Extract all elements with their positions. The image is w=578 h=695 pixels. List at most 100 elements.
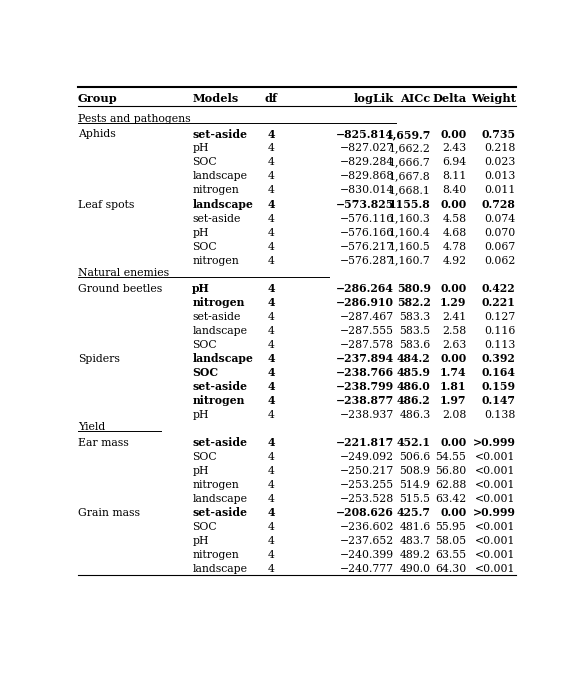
Text: 0.013: 0.013 — [484, 172, 516, 181]
Text: 4: 4 — [268, 158, 275, 167]
Text: SOC: SOC — [192, 340, 217, 350]
Text: nitrogen: nitrogen — [192, 550, 239, 560]
Text: 0.728: 0.728 — [482, 199, 516, 210]
Text: 1,668.1: 1,668.1 — [389, 186, 431, 195]
Text: 582.2: 582.2 — [397, 297, 431, 308]
Text: 1,160.5: 1,160.5 — [389, 242, 431, 252]
Text: <0.001: <0.001 — [475, 480, 516, 490]
Text: 490.0: 490.0 — [399, 564, 431, 574]
Text: 0.062: 0.062 — [484, 256, 516, 265]
Text: −829.868: −829.868 — [339, 172, 394, 181]
Text: 0.116: 0.116 — [484, 326, 516, 336]
Text: Pests and pathogens: Pests and pathogens — [77, 114, 190, 124]
Text: <0.001: <0.001 — [475, 550, 516, 560]
Text: −829.284: −829.284 — [340, 158, 394, 167]
Text: 4: 4 — [268, 340, 275, 350]
Text: −576.166: −576.166 — [340, 227, 394, 238]
Text: 4: 4 — [267, 353, 275, 364]
Text: Grain mass: Grain mass — [77, 508, 140, 518]
Text: 515.5: 515.5 — [399, 494, 431, 504]
Text: set-aside: set-aside — [192, 213, 240, 224]
Text: −830.014: −830.014 — [339, 186, 394, 195]
Text: <0.001: <0.001 — [475, 494, 516, 504]
Text: 0.067: 0.067 — [484, 242, 516, 252]
Text: >0.999: >0.999 — [473, 437, 516, 448]
Text: −253.255: −253.255 — [340, 480, 394, 490]
Text: 64.30: 64.30 — [435, 564, 466, 574]
Text: 1.74: 1.74 — [440, 367, 466, 378]
Text: 484.2: 484.2 — [397, 353, 431, 364]
Text: 485.9: 485.9 — [397, 367, 431, 378]
Text: 4: 4 — [268, 227, 275, 238]
Text: 583.5: 583.5 — [399, 326, 431, 336]
Text: 56.80: 56.80 — [435, 466, 466, 476]
Text: 452.1: 452.1 — [397, 437, 431, 448]
Text: <0.001: <0.001 — [475, 466, 516, 476]
Text: 0.147: 0.147 — [481, 395, 516, 407]
Text: set-aside: set-aside — [192, 129, 247, 140]
Text: 4: 4 — [267, 129, 275, 140]
Text: 0.164: 0.164 — [482, 367, 516, 378]
Text: 4: 4 — [268, 494, 275, 504]
Text: 4: 4 — [267, 437, 275, 448]
Text: 0.00: 0.00 — [440, 507, 466, 518]
Text: 4: 4 — [268, 410, 275, 420]
Text: 0.392: 0.392 — [482, 353, 516, 364]
Text: 0.070: 0.070 — [484, 227, 516, 238]
Text: SOC: SOC — [192, 452, 217, 462]
Text: SOC: SOC — [192, 158, 217, 167]
Text: 514.9: 514.9 — [399, 480, 431, 490]
Text: 4: 4 — [268, 480, 275, 490]
Text: 4: 4 — [268, 550, 275, 560]
Text: set-aside: set-aside — [192, 382, 247, 392]
Text: Ground beetles: Ground beetles — [77, 284, 162, 293]
Text: 0.011: 0.011 — [484, 186, 516, 195]
Text: 4.68: 4.68 — [442, 227, 466, 238]
Text: 4: 4 — [268, 213, 275, 224]
Text: >0.999: >0.999 — [473, 507, 516, 518]
Text: Natural enemies: Natural enemies — [77, 268, 169, 278]
Text: 1,659.7: 1,659.7 — [385, 129, 431, 140]
Text: 55.95: 55.95 — [436, 522, 466, 532]
Text: Weight: Weight — [470, 93, 516, 104]
Text: 1,666.7: 1,666.7 — [389, 158, 431, 167]
Text: <0.001: <0.001 — [475, 452, 516, 462]
Text: 0.00: 0.00 — [440, 353, 466, 364]
Text: 506.6: 506.6 — [399, 452, 431, 462]
Text: landscape: landscape — [192, 326, 247, 336]
Text: 0.221: 0.221 — [482, 297, 516, 308]
Text: 4: 4 — [268, 452, 275, 462]
Text: 8.11: 8.11 — [442, 172, 466, 181]
Text: pH: pH — [192, 143, 209, 154]
Text: landscape: landscape — [192, 494, 247, 504]
Text: 0.422: 0.422 — [482, 283, 516, 294]
Text: −287.467: −287.467 — [340, 311, 394, 322]
Text: 1,667.8: 1,667.8 — [389, 172, 431, 181]
Text: −237.652: −237.652 — [340, 536, 394, 546]
Text: 0.00: 0.00 — [440, 129, 466, 140]
Text: 63.42: 63.42 — [435, 494, 466, 504]
Text: 486.3: 486.3 — [399, 410, 431, 420]
Text: −240.399: −240.399 — [340, 550, 394, 560]
Text: <0.001: <0.001 — [475, 564, 516, 574]
Text: set-aside: set-aside — [192, 437, 247, 448]
Text: 2.63: 2.63 — [442, 340, 466, 350]
Text: set-aside: set-aside — [192, 311, 240, 322]
Text: logLik: logLik — [354, 93, 394, 104]
Text: pH: pH — [192, 466, 209, 476]
Text: nitrogen: nitrogen — [192, 186, 239, 195]
Text: 4: 4 — [268, 311, 275, 322]
Text: landscape: landscape — [192, 353, 253, 364]
Text: 8.40: 8.40 — [442, 186, 466, 195]
Text: 4: 4 — [268, 172, 275, 181]
Text: 1.97: 1.97 — [440, 395, 466, 407]
Text: <0.001: <0.001 — [475, 522, 516, 532]
Text: 6.94: 6.94 — [442, 158, 466, 167]
Text: 4.58: 4.58 — [442, 213, 466, 224]
Text: −827.027: −827.027 — [340, 143, 394, 154]
Text: Models: Models — [192, 93, 239, 104]
Text: −576.116: −576.116 — [340, 213, 394, 224]
Text: 1,662.2: 1,662.2 — [389, 143, 431, 154]
Text: 0.00: 0.00 — [440, 199, 466, 210]
Text: 1,160.4: 1,160.4 — [389, 227, 431, 238]
